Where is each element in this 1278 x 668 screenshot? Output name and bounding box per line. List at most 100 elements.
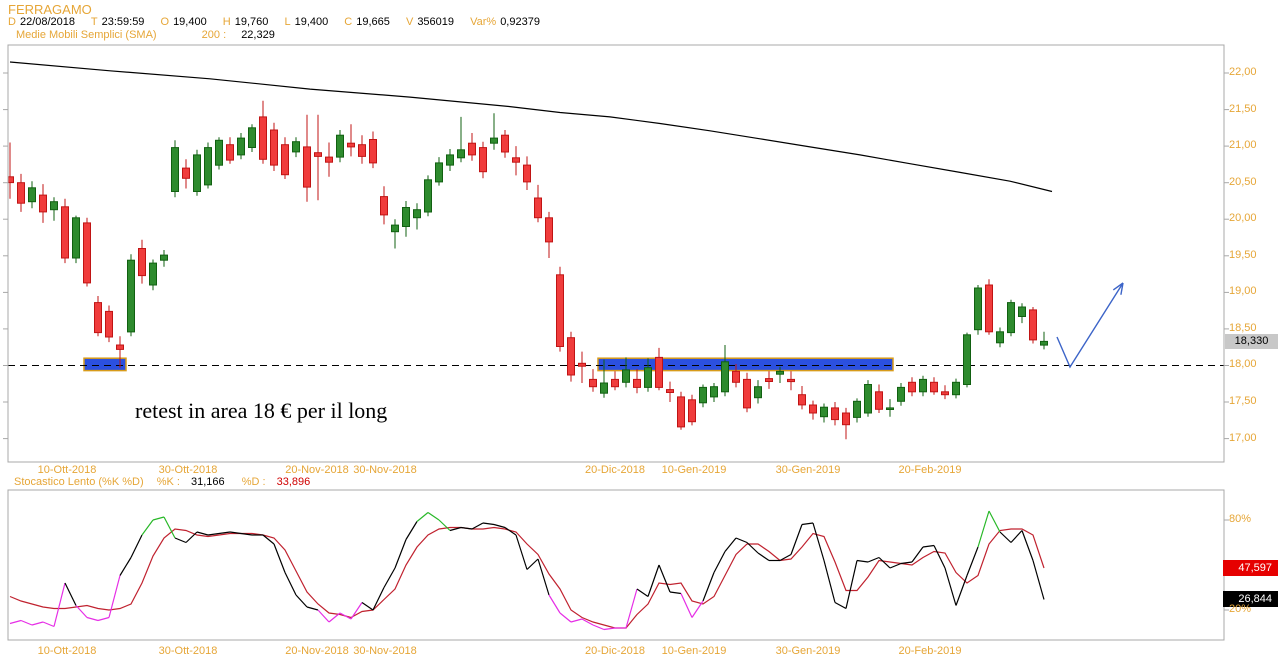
candle-body [127, 259, 135, 333]
candle-body [919, 378, 927, 393]
stoch-k-segment [515, 534, 528, 570]
candle-body [281, 144, 289, 176]
candle-body [941, 391, 949, 396]
candle-body [1018, 306, 1026, 317]
stoch-legend: Stocastico Lento (%K %D) %K : 31,166 %D … [14, 476, 310, 488]
sma-value: 22,329 [241, 29, 275, 41]
stoch-k-segment [207, 532, 220, 536]
candle-body [809, 404, 817, 414]
candle-body [61, 206, 69, 259]
candle-body [754, 386, 762, 399]
stoch-d-value-box: 47,597 [1223, 560, 1278, 576]
candle-body [655, 356, 663, 388]
stoch-k-segment [636, 588, 649, 597]
stoch-k-segment [64, 582, 77, 606]
stoch-k-segment [603, 627, 616, 631]
quote-high: H 19,760 [222, 16, 269, 28]
candle-body [798, 394, 806, 406]
candle-body [325, 156, 333, 163]
candle-body [864, 384, 872, 414]
stoch-k-segment [933, 545, 946, 569]
stoch-k-segment [977, 510, 990, 548]
candle-body [1007, 302, 1015, 334]
stoch-k-segment [449, 526, 462, 532]
candle-body [1029, 309, 1037, 341]
stoch-k-segment [394, 539, 407, 569]
candle-body [732, 370, 740, 383]
stoch-k-value: 31,166 [190, 476, 225, 488]
quote-time: T 23:59:59 [90, 16, 145, 28]
candle-body [380, 196, 388, 216]
stoch-k-segment [339, 612, 352, 620]
stoch-label: Stocastico Lento (%K %D) [14, 476, 144, 488]
quote-date: D 22/08/2018 [8, 16, 76, 28]
candle-body [765, 378, 773, 383]
sma-200-line [9, 61, 1053, 193]
candle-body [8, 176, 14, 184]
candle-body [666, 389, 674, 394]
candle-body [985, 284, 993, 333]
stoch-k-segment [966, 546, 979, 576]
candle-body [215, 139, 223, 166]
stoch-k-segment [900, 561, 913, 565]
stoch-k-segment [625, 588, 638, 629]
support-zone [597, 357, 894, 372]
stoch-k-segment [746, 542, 759, 554]
stoch-k-segment [328, 612, 341, 623]
candle-body [149, 262, 157, 286]
stoch-k-segment [383, 567, 396, 588]
candle-body [479, 147, 487, 173]
support-zone [83, 357, 127, 372]
stoch-k-segment [163, 516, 176, 539]
stoch-k-segment [306, 606, 319, 611]
quote-volume: V 356019 [405, 16, 455, 28]
candle-body [336, 134, 344, 158]
stoch-k-segment [955, 575, 968, 606]
stoch-k-segment [97, 616, 110, 622]
stoch-k-segment [9, 619, 22, 625]
candle-body [94, 302, 102, 334]
stoch-k-segment [812, 522, 825, 561]
stoch-k-segment [757, 552, 770, 561]
stoch-panel [9, 510, 1045, 631]
quote-close: C 19,665 [344, 16, 390, 28]
last-price-box: 18,330 [1225, 334, 1278, 349]
stoch-k-segment [856, 559, 869, 563]
candle-body [28, 187, 36, 203]
stoch-k-segment [86, 616, 99, 622]
stoch-k-segment [438, 519, 451, 531]
candle-body [589, 378, 597, 388]
candle-body [490, 137, 498, 144]
candle-body [237, 137, 245, 156]
candle-body [171, 147, 179, 193]
candle-body [853, 400, 861, 418]
candle-body [468, 142, 476, 156]
stoch-k-segment [823, 560, 836, 603]
stoch-k-segment [801, 522, 814, 526]
stoch-k-segment [141, 519, 154, 536]
candle-body [138, 248, 146, 277]
candle-body [83, 222, 91, 284]
candle-body [908, 381, 916, 393]
stoch-k-segment [405, 521, 418, 540]
stoch-k-segment [1032, 560, 1045, 600]
stoch-k-segment [295, 594, 308, 608]
candle-body [248, 127, 256, 149]
candle-body [116, 344, 124, 350]
stoch-k-segment [482, 522, 495, 526]
stoch-k-segment [691, 600, 704, 618]
candle-body [633, 378, 641, 388]
stoch-k-segment [504, 527, 517, 536]
stoch-k-segment [1010, 530, 1023, 543]
candle-body [292, 141, 300, 153]
candle-body [688, 399, 696, 423]
candle-body [644, 367, 652, 388]
candle-body [391, 224, 399, 233]
stoch-d-line [9, 526, 1045, 629]
stoch-panel-border [7, 489, 1225, 641]
stoch-k-segment [889, 562, 902, 569]
stoch-k-segment [999, 531, 1012, 543]
candle-body [875, 391, 883, 410]
stoch-k-segment [647, 564, 660, 597]
